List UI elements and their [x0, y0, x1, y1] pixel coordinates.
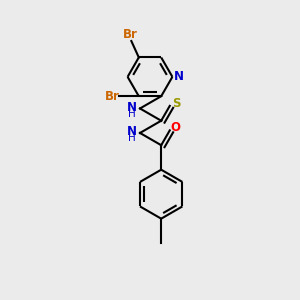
Text: H: H	[128, 109, 136, 119]
Text: N: N	[174, 70, 184, 83]
Text: Br: Br	[122, 28, 137, 41]
Text: S: S	[172, 97, 181, 110]
Text: Br: Br	[105, 90, 120, 103]
Text: N: N	[127, 101, 136, 114]
Text: H: H	[128, 133, 136, 143]
Text: N: N	[127, 125, 136, 138]
Text: O: O	[171, 122, 181, 134]
